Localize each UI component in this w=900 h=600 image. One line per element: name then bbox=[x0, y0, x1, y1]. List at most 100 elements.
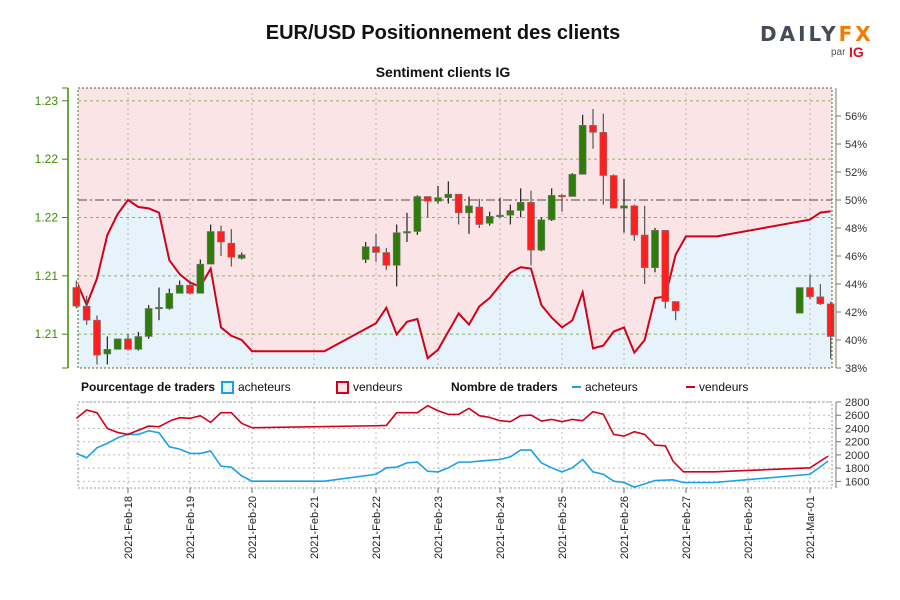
candle-body bbox=[506, 210, 515, 216]
candle-body bbox=[206, 231, 215, 265]
candle-body bbox=[165, 293, 174, 309]
bearish-candle bbox=[806, 274, 814, 300]
count-tick-label: 1800 bbox=[845, 463, 869, 475]
bullish-candle bbox=[444, 181, 453, 204]
candle-body bbox=[537, 219, 546, 251]
bullish-candle bbox=[506, 204, 515, 225]
pct-tick-label: 52% bbox=[845, 167, 867, 179]
bearish-candle bbox=[671, 301, 680, 321]
bullish-candle bbox=[485, 211, 494, 226]
pct-tick-label: 48% bbox=[845, 223, 867, 235]
bearish-candle bbox=[558, 194, 566, 212]
pct-tick-label: 42% bbox=[845, 307, 867, 319]
bearish-candle bbox=[382, 247, 391, 270]
pct-tick-label: 54% bbox=[845, 139, 867, 151]
buyers-area bbox=[78, 200, 832, 368]
candle-body bbox=[434, 197, 442, 202]
candle-body bbox=[134, 336, 143, 350]
bullish-candle bbox=[465, 196, 473, 234]
bullish-candle bbox=[134, 331, 143, 351]
bullish-candle bbox=[651, 228, 659, 273]
count-tick-label: 1600 bbox=[845, 476, 869, 488]
candle-body bbox=[547, 195, 556, 221]
candle-body bbox=[217, 231, 225, 243]
count-line-acheteurs bbox=[76, 429, 829, 488]
price-tick-label: 1.22 bbox=[35, 211, 59, 225]
legend-count-sellers[interactable]: vendeurs bbox=[686, 380, 748, 394]
x-tick-label: 2021-Feb-18 bbox=[123, 496, 135, 559]
x-tick-label: 2021-Mar-01 bbox=[805, 496, 817, 559]
candle-body bbox=[527, 202, 535, 251]
candle-body bbox=[578, 125, 587, 175]
bullish-candle bbox=[237, 252, 246, 260]
candle-body bbox=[103, 349, 112, 355]
candle-body bbox=[227, 242, 236, 258]
legend-pct-title: Pourcentage de traders bbox=[81, 380, 215, 394]
bullish-candle bbox=[103, 336, 112, 365]
candle-body bbox=[640, 234, 649, 268]
candle-body bbox=[661, 230, 670, 302]
candle-body bbox=[630, 205, 639, 236]
x-tick-label: 2021-Feb-19 bbox=[185, 496, 197, 559]
candle-body bbox=[475, 206, 484, 225]
bullish-candle bbox=[175, 280, 184, 294]
candle-body bbox=[599, 132, 608, 176]
x-tick-label: 2021-Feb-28 bbox=[743, 496, 755, 559]
candle-body bbox=[82, 305, 91, 321]
count-tick-label: 2200 bbox=[845, 437, 869, 449]
main-plot-border bbox=[77, 87, 833, 369]
candle-body bbox=[403, 231, 411, 234]
bearish-candle bbox=[589, 109, 597, 149]
logo-wordmark: DAILYFX bbox=[760, 22, 874, 46]
count-line-vendeurs bbox=[75, 404, 829, 473]
candle-body bbox=[496, 214, 504, 217]
legend-pct-sellers[interactable]: vendeurs bbox=[336, 380, 402, 394]
bullish-candle bbox=[165, 288, 174, 310]
candle-body bbox=[516, 202, 525, 211]
x-tick-label: 2021-Feb-21 bbox=[309, 496, 321, 559]
candle-body bbox=[93, 319, 101, 356]
legend-count-buyers[interactable]: acheteurs bbox=[572, 380, 638, 394]
count-tick-label: 2400 bbox=[845, 423, 869, 435]
legend-count-title: Nombre de traders bbox=[451, 380, 558, 394]
bullish-candle bbox=[620, 179, 628, 233]
bearish-candle bbox=[93, 315, 101, 365]
candle-body bbox=[175, 284, 184, 294]
legend-sellers-swatch bbox=[336, 380, 349, 394]
candle-body bbox=[372, 246, 380, 253]
price-tick-label: 1.21 bbox=[35, 269, 59, 283]
pct-tick-label: 46% bbox=[845, 251, 867, 263]
candle-body bbox=[671, 301, 680, 312]
bullish-candle bbox=[795, 287, 804, 314]
legend-count-buyers-label: acheteurs bbox=[585, 380, 638, 394]
candle-body bbox=[651, 230, 659, 268]
candle-body bbox=[413, 196, 422, 232]
legend-pct-buyers[interactable]: acheteurs bbox=[221, 380, 291, 394]
legend-pct-title-text: Pourcentage de traders bbox=[81, 380, 216, 394]
candle-body bbox=[816, 296, 825, 305]
x-tick-label: 2021-Feb-24 bbox=[495, 496, 507, 559]
bullish-candle bbox=[434, 186, 442, 204]
bearish-candle bbox=[124, 334, 132, 351]
count-tick-label: 2800 bbox=[845, 397, 869, 409]
bearish-candle bbox=[423, 196, 432, 218]
pct-tick-label: 40% bbox=[845, 335, 867, 347]
logo-ig: IG bbox=[849, 44, 864, 60]
candle-body bbox=[558, 195, 566, 198]
chart-subtitle: Sentiment clients IG bbox=[375, 64, 511, 80]
candle-body bbox=[361, 246, 370, 260]
legend-count-title-text: Nombre de traders bbox=[451, 380, 558, 394]
candle-body bbox=[454, 193, 463, 214]
pct-tick-label: 38% bbox=[845, 363, 867, 375]
bearish-candle bbox=[72, 280, 81, 309]
candle-body bbox=[392, 232, 401, 266]
candle-body bbox=[444, 193, 453, 198]
bearish-candle bbox=[217, 225, 225, 256]
bullish-candle bbox=[413, 195, 422, 235]
bearish-candle bbox=[640, 205, 649, 284]
candle-body bbox=[237, 254, 246, 259]
candle-body bbox=[423, 196, 432, 202]
chart-title: EUR/USD Positionnement des clients bbox=[265, 22, 621, 44]
bullish-candle bbox=[144, 305, 153, 339]
